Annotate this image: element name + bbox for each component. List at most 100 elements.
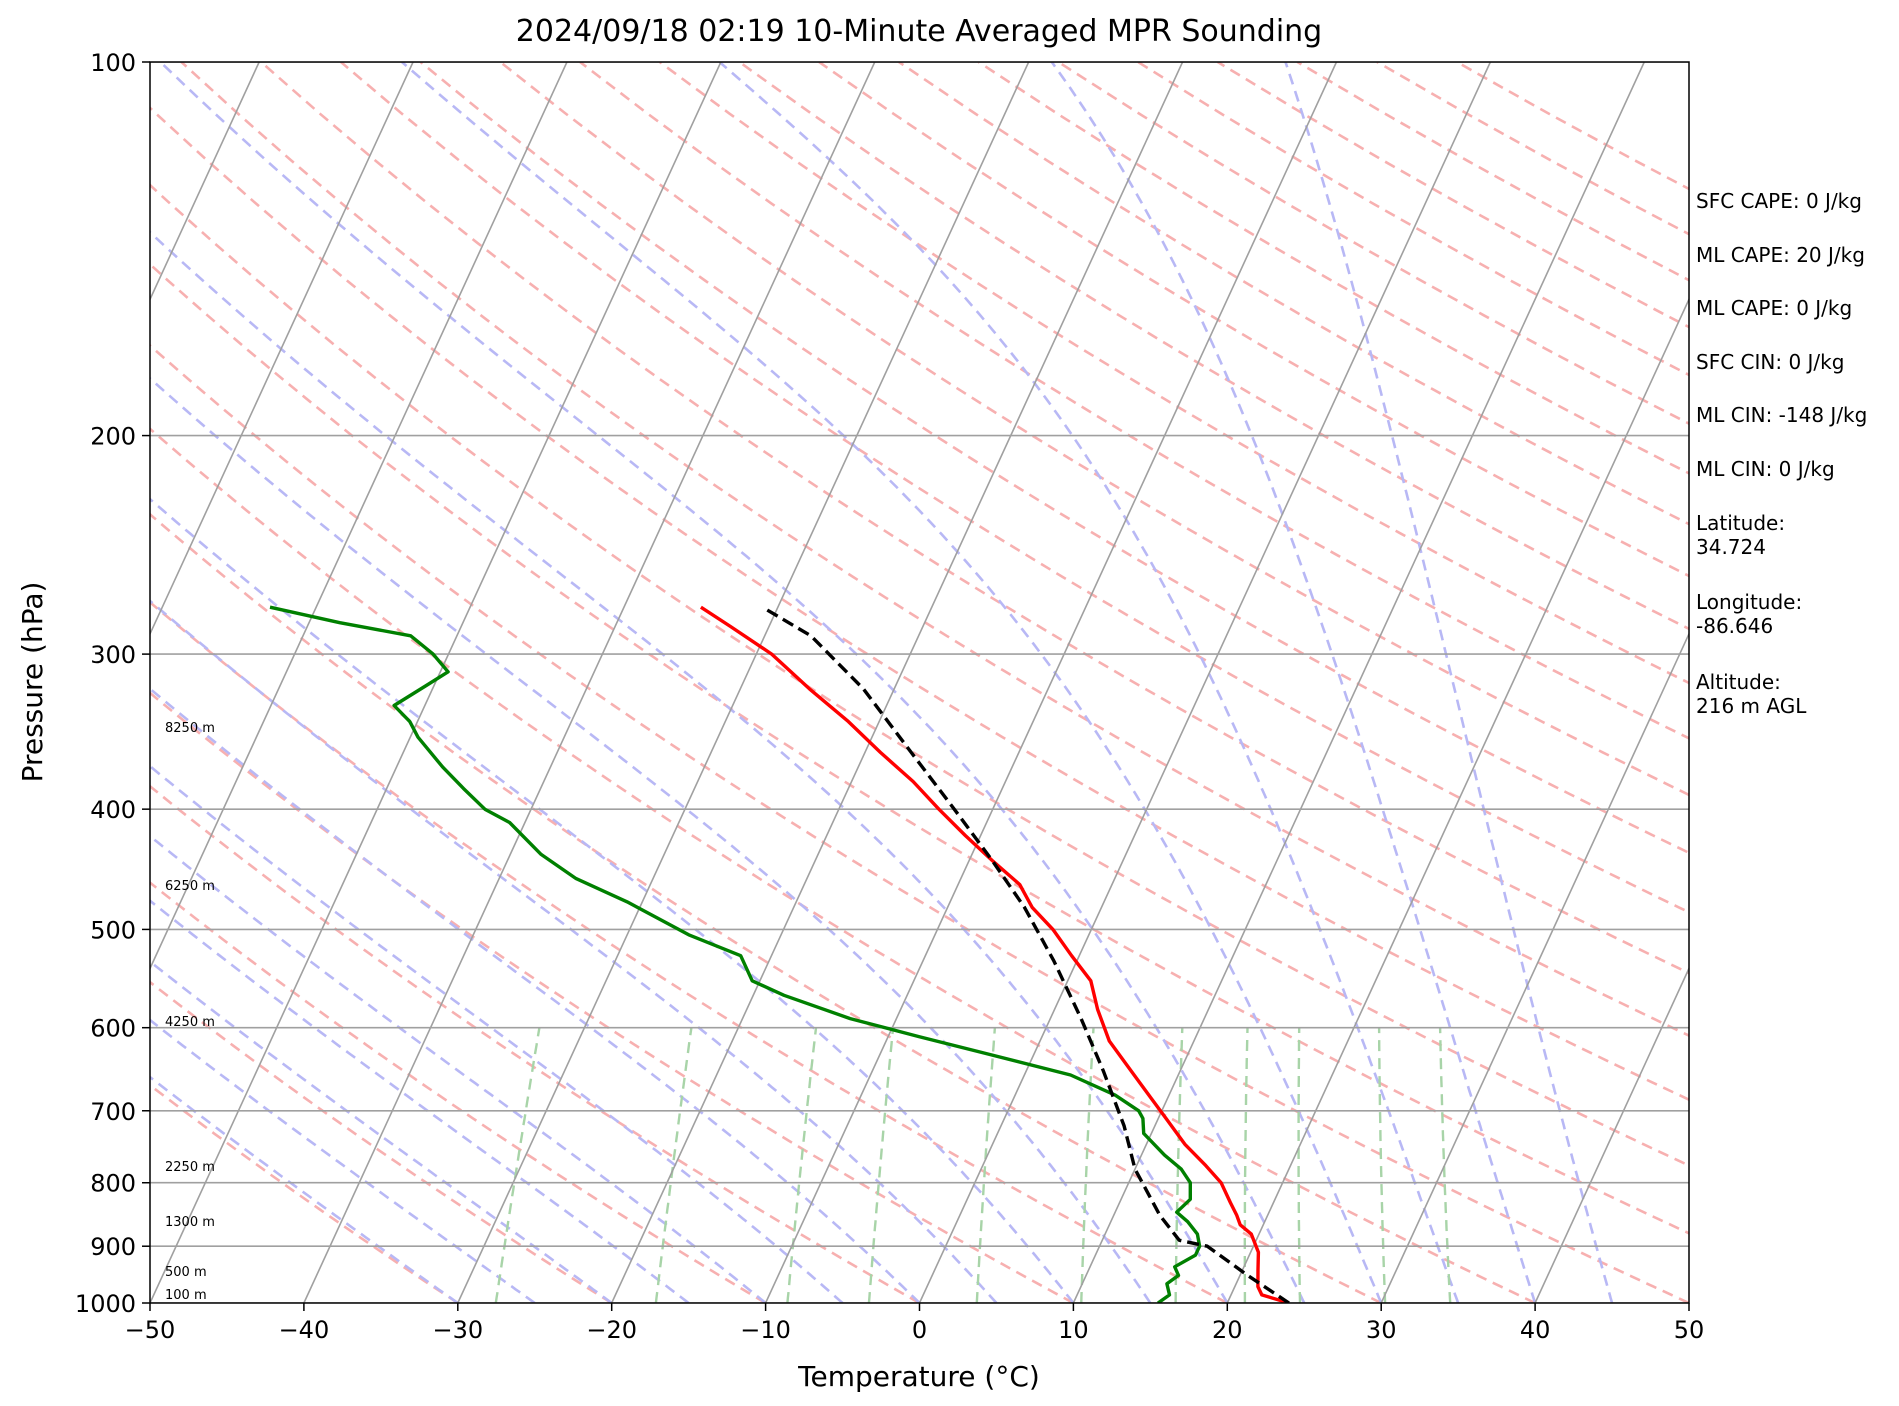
x-tick-label: −40	[279, 1316, 330, 1344]
moist-adiabat	[150, 1018, 536, 1303]
y-tick-label: 600	[90, 1015, 136, 1043]
reference-lines	[150, 62, 1689, 1303]
profile-series	[269, 605, 1290, 1303]
dry-adiabat	[150, 343, 1689, 1303]
height-label: 1300 m	[165, 1214, 215, 1230]
mixing-ratio-line	[494, 1027, 541, 1303]
dry-adiabat	[180, 62, 1689, 1038]
moist-adiabat	[150, 899, 690, 1303]
x-tick-label: 10	[1058, 1316, 1089, 1344]
altitude-text: Altitude: 216 m AGL	[1696, 670, 1807, 718]
sfc-cin-text: SFC CIN: 0 J/kg	[1696, 350, 1845, 374]
ml-cin-2-text: ML CIN: 0 J/kg	[1696, 457, 1835, 481]
dewpoint-line	[269, 605, 1202, 1303]
y-tick-label: 900	[90, 1233, 136, 1261]
y-tick-label: 200	[90, 423, 136, 451]
y-tick-label: 500	[90, 916, 136, 944]
dry-adiabat	[738, 62, 1689, 631]
isotherm	[1072, 62, 1645, 1303]
x-axis-ticks: −50 −40 −30 −20 −10 0 10 20 30 40 50	[125, 1303, 1705, 1344]
mixing-ratio-line	[975, 1027, 997, 1303]
dry-adiabat	[150, 691, 1075, 1303]
isotherm	[1380, 631, 1689, 1303]
x-tick-label: −50	[125, 1316, 176, 1344]
mixing-ratio-line	[1438, 1027, 1452, 1303]
moist-adiabat	[150, 687, 921, 1303]
x-tick-label: 0	[912, 1316, 927, 1344]
dry-adiabat	[260, 62, 1689, 975]
y-axis-ticks: 1000 900 800 700 600 500 400 300 200 100	[75, 49, 150, 1318]
moist-adiabat	[150, 376, 1152, 1303]
moist-adiabat	[150, 1075, 459, 1303]
mixing-ratio-line	[867, 1027, 895, 1303]
height-label: 8250 m	[165, 721, 215, 737]
mixing-ratio-line	[1297, 1027, 1302, 1303]
y-tick-label: 100	[90, 49, 136, 77]
dry-adiabat	[150, 512, 1382, 1303]
chart-title: 2024/09/18 02:19 10-Minute Averaged MPR …	[515, 14, 1323, 49]
longitude-text: Longitude: -86.646	[1696, 590, 1803, 638]
height-label: 100 m	[165, 1288, 207, 1304]
mixing-ratio-line	[786, 1027, 818, 1303]
isotherm	[303, 62, 876, 1303]
ml-cape-text: ML CAPE: 20 J/kg	[1696, 243, 1865, 267]
isotherm	[150, 62, 722, 1303]
moist-adiabat	[150, 497, 1075, 1303]
dry-adiabat	[419, 62, 1689, 855]
x-tick-label: 50	[1674, 1316, 1705, 1344]
y-tick-label: 300	[90, 641, 136, 669]
y-axis-label: Pressure (hPa)	[16, 582, 49, 783]
ml-cape-2-text: ML CAPE: 0 J/kg	[1696, 296, 1853, 320]
temperature-line	[699, 605, 1290, 1303]
mixing-ratio-line	[654, 1027, 693, 1303]
height-label: 4250 m	[165, 1015, 215, 1031]
isotherm	[150, 62, 260, 302]
moist-adiabat	[159, 62, 1306, 1303]
dry-adiabat	[150, 106, 1689, 1102]
x-tick-label: 20	[1212, 1316, 1243, 1344]
height-label: 500 m	[165, 1264, 207, 1280]
dry-adiabat	[150, 880, 767, 1303]
x-tick-label: 30	[1366, 1316, 1397, 1344]
y-tick-label: 1000	[75, 1290, 136, 1318]
x-tick-label: −10	[740, 1316, 791, 1344]
moist-adiabat	[150, 764, 844, 1303]
isotherm	[610, 62, 1184, 1303]
latitude-text: Latitude: 34.724	[1696, 511, 1786, 559]
isotherm	[918, 62, 1492, 1303]
moist-adiabat	[401, 62, 1383, 1303]
isotherm	[1534, 966, 1689, 1303]
isotherm	[150, 62, 568, 971]
x-axis-label: Temperature (°C)	[797, 1360, 1040, 1393]
dry-adiabat	[150, 980, 613, 1303]
moist-adiabat	[718, 62, 1460, 1303]
isotherm	[457, 62, 1030, 1303]
x-tick-label: −20	[586, 1316, 637, 1344]
pressure-grid	[150, 62, 1689, 1303]
y-tick-label: 400	[90, 796, 136, 824]
x-tick-label: −30	[432, 1316, 483, 1344]
parcel-profile-line	[761, 605, 1290, 1303]
moist-adiabat	[150, 959, 613, 1303]
y-tick-label: 700	[90, 1098, 136, 1126]
dry-adiabat	[150, 183, 1689, 1168]
dry-adiabat	[150, 427, 1536, 1303]
x-tick-label: 40	[1520, 1316, 1551, 1344]
ml-cin-text: ML CIN: -148 J/kg	[1696, 403, 1868, 427]
y-tick-label: 800	[90, 1170, 136, 1198]
height-label: 6250 m	[165, 878, 215, 894]
dry-adiabat	[150, 784, 921, 1303]
sfc-cape-text: SFC CAPE: 0 J/kg	[1696, 189, 1862, 213]
dry-adiabat	[499, 62, 1689, 797]
moist-adiabat	[1050, 62, 1537, 1303]
dry-adiabat	[150, 600, 1228, 1303]
dry-adiabat	[579, 62, 1689, 740]
moist-adiabat	[1284, 62, 1614, 1303]
dry-adiabat	[340, 62, 1689, 914]
dry-adiabat	[150, 262, 1689, 1235]
height-label: 2250 m	[165, 1159, 215, 1175]
mixing-ratio-line	[1377, 1027, 1387, 1303]
isotherm	[1226, 297, 1689, 1303]
isotherm	[764, 62, 1338, 1303]
